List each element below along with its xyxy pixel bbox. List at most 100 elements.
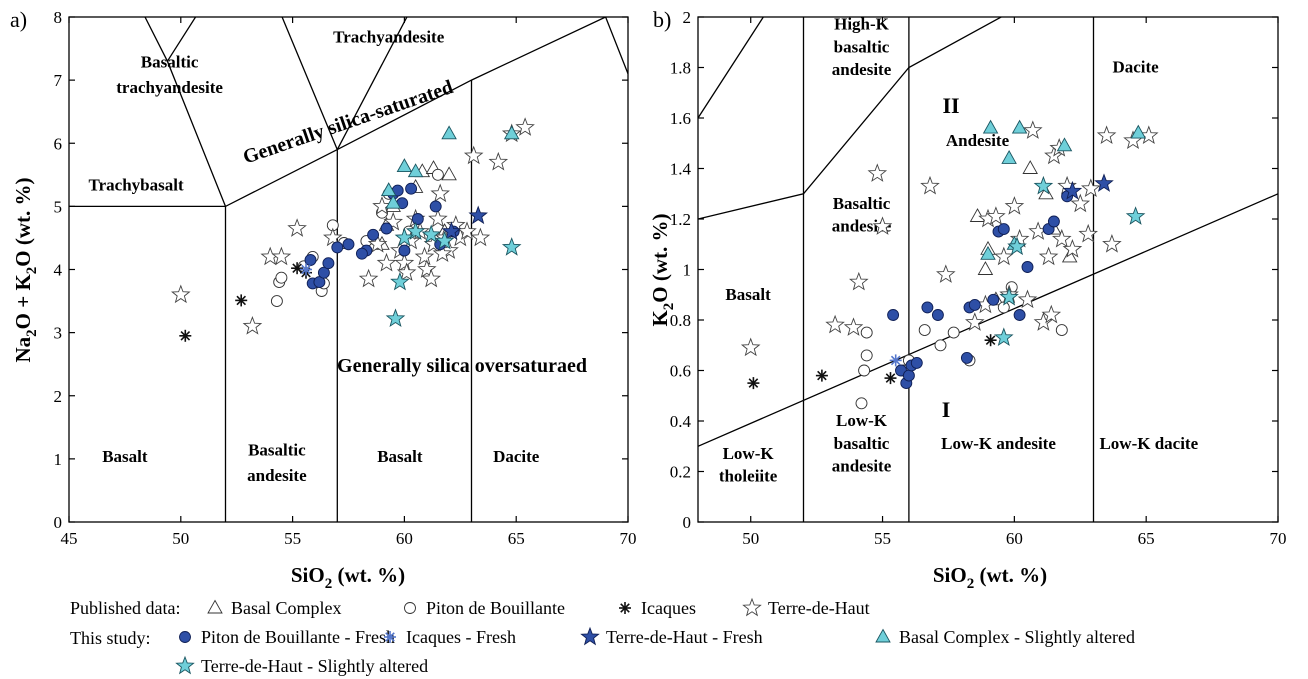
data-point bbox=[994, 327, 1014, 347]
data-point bbox=[968, 298, 981, 311]
data-point bbox=[1001, 149, 1017, 164]
data-point bbox=[977, 261, 994, 275]
field-label: Low-K bbox=[836, 411, 888, 430]
data-point bbox=[1017, 289, 1038, 309]
field-label: andesite bbox=[832, 457, 892, 476]
y-tick-label: 1.8 bbox=[670, 59, 691, 78]
y-tick-label: 3 bbox=[54, 324, 63, 343]
legend-item-label: Piton de Bouillante - Fresh bbox=[201, 627, 395, 647]
series-terre-de-haut bbox=[171, 117, 535, 335]
data-point bbox=[1062, 239, 1083, 258]
y-tick-label: 7 bbox=[54, 71, 63, 90]
data-point bbox=[398, 244, 411, 257]
legend-item-label: Basal Complex bbox=[231, 598, 342, 618]
series-icaques-fresh bbox=[300, 263, 312, 276]
legend-item-label: Terre-de-Haut - Fresh bbox=[606, 627, 763, 647]
data-point bbox=[171, 284, 191, 304]
panel-b: b) High-K basaltic andesite Andesite Dacite B… bbox=[648, 7, 1287, 592]
boundary-line bbox=[698, 17, 765, 119]
data-point bbox=[969, 208, 986, 222]
data-point bbox=[317, 266, 330, 279]
data-point bbox=[468, 205, 488, 225]
data-point bbox=[407, 163, 424, 178]
data-point bbox=[271, 246, 292, 266]
y-tick-label: 1.2 bbox=[670, 210, 691, 229]
series-piton-de-bouillante-fresh bbox=[887, 190, 1074, 390]
legend-marker-piton-de-bouillante-fresh bbox=[179, 631, 191, 643]
boundary-line bbox=[698, 17, 1003, 220]
data-point bbox=[965, 312, 985, 331]
data-point bbox=[920, 175, 940, 195]
data-point bbox=[986, 206, 1006, 225]
data-point bbox=[441, 125, 457, 140]
data-point bbox=[1004, 196, 1025, 215]
data-point bbox=[501, 237, 522, 256]
data-point bbox=[428, 208, 448, 228]
data-point bbox=[1081, 178, 1101, 198]
data-point bbox=[304, 254, 317, 266]
field-label: Trachyandesite bbox=[333, 27, 445, 46]
y-tick-label: 0.8 bbox=[670, 311, 691, 330]
x-tick-label: 70 bbox=[620, 529, 637, 548]
legend-this-study-label: This study: bbox=[70, 628, 151, 648]
data-point bbox=[429, 200, 442, 213]
field-label: High-K bbox=[834, 15, 890, 34]
panel-a-field-labels: Basaltic trachyandesite Trachyandesite Trac… bbox=[89, 27, 540, 485]
data-point bbox=[323, 227, 343, 247]
field-label: Basaltic bbox=[833, 194, 891, 213]
boundary-line bbox=[698, 193, 1278, 447]
y-tick-label: 0.2 bbox=[670, 463, 691, 482]
data-point bbox=[322, 257, 335, 270]
data-point bbox=[947, 326, 960, 339]
y-tick-label: 1 bbox=[683, 261, 692, 280]
data-point bbox=[1094, 173, 1114, 192]
data-point bbox=[313, 276, 326, 289]
y-tick-label: 0 bbox=[683, 513, 692, 532]
legend-marker-terre-de-haut-slightly-altered bbox=[175, 655, 195, 675]
data-point bbox=[432, 243, 453, 263]
boundary-line bbox=[281, 17, 338, 150]
data-point bbox=[421, 224, 441, 244]
x-tick-label: 65 bbox=[1138, 529, 1155, 548]
data-point bbox=[394, 227, 415, 247]
y-tick-label: 0 bbox=[54, 513, 63, 532]
data-point bbox=[503, 125, 520, 140]
data-point bbox=[1070, 193, 1091, 213]
data-point bbox=[860, 349, 873, 362]
field-label: Low-K dacite bbox=[1099, 434, 1198, 453]
legend-marker-icaques bbox=[619, 602, 631, 614]
x-tick-label: 65 bbox=[508, 529, 525, 548]
data-point bbox=[740, 337, 761, 357]
legend-published-label: Published data: bbox=[70, 598, 181, 618]
field-label: basaltic bbox=[834, 37, 890, 56]
boundary-line bbox=[604, 17, 628, 75]
data-point bbox=[1102, 234, 1122, 253]
y-tick-label: 1 bbox=[54, 450, 63, 469]
data-point bbox=[291, 262, 304, 275]
field-label: Andesite bbox=[946, 131, 1010, 150]
data-point bbox=[380, 182, 397, 197]
data-point bbox=[270, 295, 283, 308]
data-point bbox=[980, 245, 996, 260]
data-point bbox=[1125, 206, 1146, 225]
data-point bbox=[931, 309, 944, 321]
series-basal-complex-slightly-altered bbox=[980, 119, 1147, 260]
data-point bbox=[1038, 246, 1059, 266]
panel-a: a) Basaltic trachyandesite Trachyandesite T… bbox=[10, 7, 637, 592]
data-point bbox=[918, 324, 931, 337]
field-label: andesite bbox=[832, 217, 892, 236]
data-point bbox=[417, 259, 437, 278]
series-terre-de-haut-slightly-altered bbox=[994, 175, 1146, 347]
data-point bbox=[999, 287, 1019, 306]
data-point bbox=[405, 221, 426, 240]
region-II-label: II bbox=[942, 93, 959, 118]
data-point bbox=[997, 223, 1010, 236]
series-icaques bbox=[179, 262, 312, 342]
legend-marker-terre-de-haut-fresh bbox=[580, 626, 600, 646]
panel-b-ylabel: K2O (wt. %) bbox=[648, 213, 677, 326]
data-point bbox=[849, 271, 869, 291]
legend-item-label: Icaques - Fresh bbox=[406, 627, 516, 647]
data-point bbox=[1041, 304, 1062, 324]
label-silica-oversaturated: Generally silica oversaturaed bbox=[337, 355, 587, 377]
